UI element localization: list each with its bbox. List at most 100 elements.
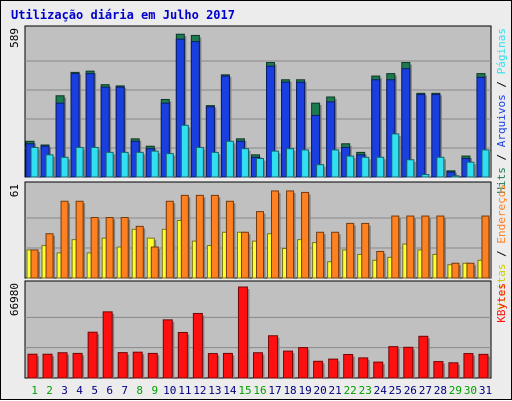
bar-kbytes-day-17 (269, 336, 278, 378)
x-tick-day-15: 15 (238, 384, 251, 397)
bar-pages-day-29 (452, 176, 459, 177)
bar-pages-day-3 (61, 157, 68, 177)
x-tick-day-7: 7 (121, 384, 128, 397)
bar-kbytes-day-14 (223, 353, 232, 378)
bar-addresses-day-8 (136, 226, 143, 278)
bar-pages-day-9 (151, 151, 158, 177)
bar-pages-day-31 (482, 150, 489, 177)
bar-pages-day-22 (347, 156, 354, 177)
bar-kbytes-day-3 (58, 353, 67, 378)
bar-kbytes-day-6 (103, 312, 112, 378)
bar-kbytes-day-18 (284, 351, 293, 378)
legend-entry: Páginas (495, 28, 508, 74)
bar-pages-day-28 (437, 157, 444, 177)
bar-pages-day-23 (362, 157, 369, 177)
bar-kbytes-day-27 (419, 336, 428, 378)
x-tick-day-26: 26 (404, 384, 417, 397)
bar-pages-day-7 (121, 152, 128, 177)
x-tick-day-12: 12 (193, 384, 206, 397)
bar-pages-day-16 (256, 159, 263, 177)
bar-pages-day-2 (46, 155, 53, 177)
x-tick-day-18: 18 (283, 384, 296, 397)
x-tick-day-29: 29 (449, 384, 462, 397)
bar-kbytes-day-13 (208, 354, 217, 378)
x-tick-day-24: 24 (374, 384, 388, 397)
bar-addresses-day-12 (196, 195, 203, 278)
bar-pages-day-26 (407, 160, 414, 177)
x-tick-day-16: 16 (253, 384, 266, 397)
bar-addresses-day-7 (121, 218, 128, 278)
bar-addresses-day-27 (422, 216, 429, 278)
bar-addresses-day-6 (106, 218, 113, 278)
bar-addresses-day-18 (287, 191, 294, 278)
bar-pages-day-21 (332, 150, 339, 177)
bar-kbytes-day-19 (299, 348, 308, 378)
bar-addresses-day-22 (347, 223, 354, 278)
x-tick-day-30: 30 (464, 384, 477, 397)
legend-entry: Endereços (495, 184, 508, 244)
bar-addresses-day-21 (332, 232, 339, 278)
x-tick-day-27: 27 (419, 384, 432, 397)
bar-pages-day-17 (272, 151, 279, 177)
panel-hits-files-pages: 589 Hits / Arquivos / Páginas (8, 26, 508, 194)
bar-kbytes-day-26 (404, 347, 413, 378)
bar-addresses-day-11 (181, 195, 188, 278)
legend-hits-files-pages: Hits / Arquivos / Páginas (495, 28, 508, 194)
bar-kbytes-day-28 (434, 362, 443, 378)
bar-pages-day-6 (106, 152, 113, 177)
bar-addresses-day-16 (256, 212, 263, 278)
bar-addresses-day-2 (46, 234, 53, 278)
bar-addresses-day-4 (76, 201, 83, 278)
x-tick-day-2: 2 (46, 384, 53, 397)
bar-pages-day-19 (302, 150, 309, 177)
legend-kbytes: KBytes (495, 283, 508, 323)
bar-kbytes-day-16 (253, 353, 262, 378)
legend-entry: KBytes (495, 283, 508, 323)
x-tick-day-25: 25 (389, 384, 402, 397)
bar-kbytes-day-22 (344, 354, 353, 378)
bar-kbytes-day-9 (148, 353, 157, 378)
bar-addresses-day-28 (437, 216, 444, 278)
x-tick-day-28: 28 (434, 384, 447, 397)
x-tick-day-17: 17 (268, 384, 281, 397)
bar-pages-day-25 (392, 134, 399, 177)
x-tick-day-20: 20 (314, 384, 327, 397)
x-tick-day-14: 14 (223, 384, 237, 397)
x-tick-day-8: 8 (136, 384, 143, 397)
x-tick-day-3: 3 (61, 384, 68, 397)
x-tick-day-9: 9 (151, 384, 158, 397)
bar-kbytes-day-4 (73, 353, 82, 378)
bar-pages-day-1 (31, 147, 38, 177)
x-tick-day-10: 10 (163, 384, 176, 397)
bar-addresses-day-19 (302, 192, 309, 278)
bar-pages-day-12 (196, 147, 203, 177)
bar-pages-day-5 (91, 147, 98, 177)
bar-kbytes-day-8 (133, 352, 142, 378)
bar-kbytes-day-10 (163, 320, 172, 378)
bar-kbytes-day-12 (193, 313, 202, 378)
bar-kbytes-day-7 (118, 353, 127, 378)
bar-pages-day-24 (377, 157, 384, 177)
y-max-label: 589 (8, 28, 21, 48)
legend-entry: Arquivos (495, 94, 508, 147)
x-tick-day-4: 4 (76, 384, 83, 397)
x-tick-day-13: 13 (208, 384, 221, 397)
bar-kbytes-day-31 (479, 354, 488, 378)
x-tick-day-5: 5 (91, 384, 98, 397)
bar-kbytes-day-29 (449, 363, 458, 378)
bar-kbytes-day-24 (374, 362, 383, 378)
bar-addresses-day-23 (362, 223, 369, 278)
bar-addresses-day-25 (392, 216, 399, 278)
bar-addresses-day-10 (166, 201, 173, 278)
bar-pages-day-18 (287, 149, 294, 177)
bar-addresses-day-30 (467, 263, 474, 278)
bar-kbytes-day-21 (329, 359, 338, 378)
bar-pages-day-20 (317, 165, 324, 177)
bar-addresses-day-1 (31, 250, 38, 278)
bar-pages-day-13 (211, 152, 218, 177)
bar-addresses-day-17 (272, 191, 279, 278)
bar-pages-day-27 (422, 175, 429, 177)
